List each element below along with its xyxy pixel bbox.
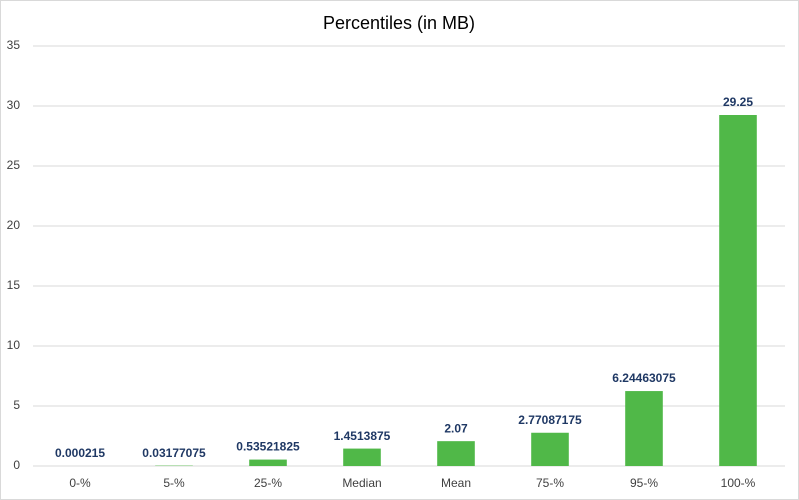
bar <box>249 459 287 466</box>
bar <box>531 432 569 466</box>
x-tick-label: Mean <box>441 476 471 490</box>
y-tick-label: 10 <box>7 338 21 352</box>
value-label: 0.03177075 <box>142 446 206 460</box>
value-label: 2.77087175 <box>518 413 582 427</box>
y-tick-label: 0 <box>13 458 20 472</box>
value-label: 1.4513875 <box>334 429 391 443</box>
x-tick-label: 5-% <box>163 476 185 490</box>
y-tick-label: 20 <box>7 218 21 232</box>
value-label: 6.24463075 <box>612 371 676 385</box>
x-tick-label: 95-% <box>630 476 658 490</box>
x-tick-label: 0-% <box>69 476 91 490</box>
x-tick-label: Median <box>342 476 381 490</box>
x-tick-label: 75-% <box>536 476 564 490</box>
y-tick-label: 15 <box>7 278 21 292</box>
x-tick-label: 25-% <box>254 476 282 490</box>
bar <box>437 441 475 466</box>
y-tick-label: 5 <box>13 398 20 412</box>
y-tick-label: 35 <box>7 38 21 52</box>
y-tick-label: 30 <box>7 98 21 112</box>
chart-title: Percentiles (in MB) <box>323 13 475 33</box>
value-label: 0.53521825 <box>236 440 300 454</box>
bar <box>719 115 757 466</box>
value-label: 0.000215 <box>55 446 105 460</box>
x-tick-label: 100-% <box>721 476 756 490</box>
bar <box>343 448 381 466</box>
value-label: 2.07 <box>444 421 468 435</box>
value-label: 29.25 <box>723 95 753 109</box>
bar <box>625 391 663 466</box>
y-tick-label: 25 <box>7 158 21 172</box>
